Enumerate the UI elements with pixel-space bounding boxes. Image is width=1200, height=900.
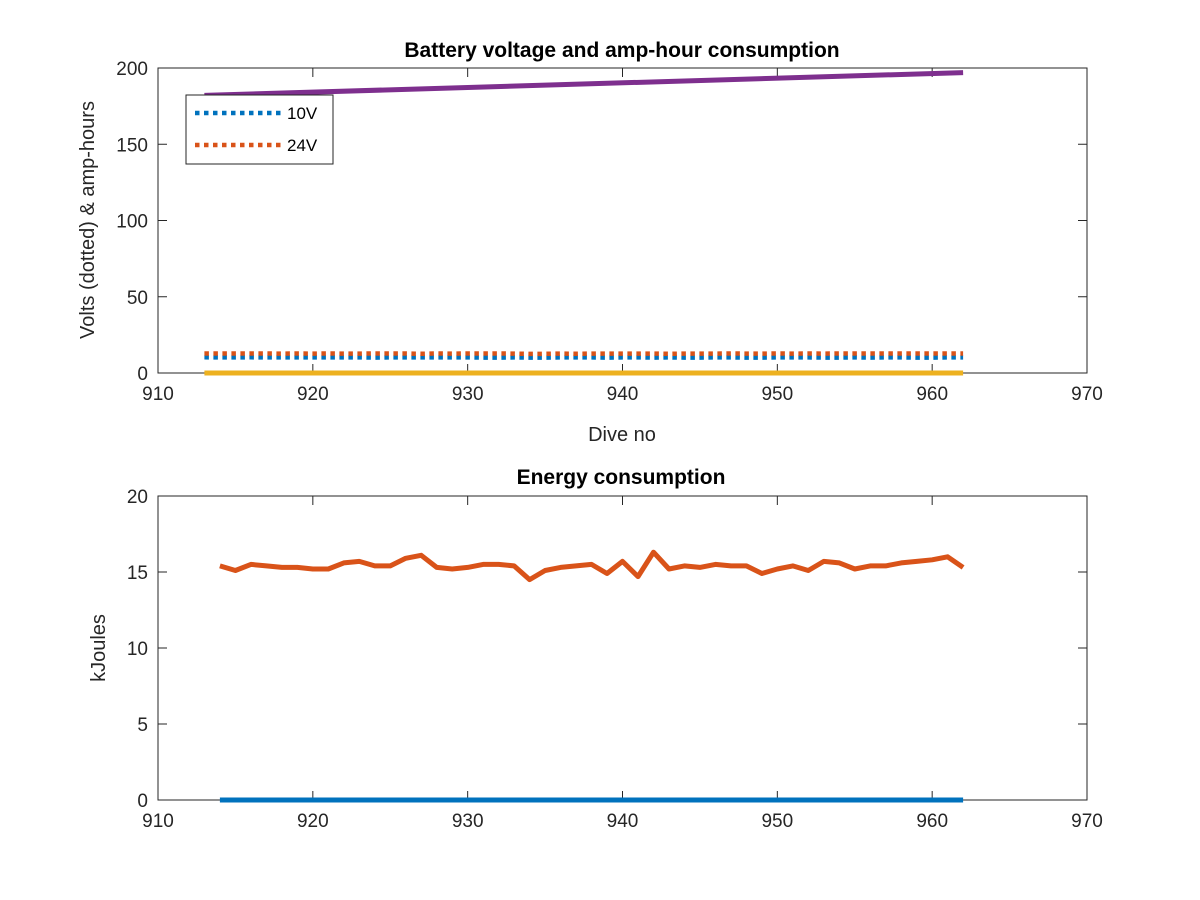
voltage-x-tick-label: 930	[452, 384, 484, 405]
energy-x-tick-label: 920	[297, 811, 329, 832]
voltage-chart: Battery voltage and amp-hour consumption…	[77, 39, 1103, 446]
energy-x-tick-label: 970	[1071, 811, 1103, 832]
energy-x-tick-label: 960	[916, 811, 948, 832]
energy-chart-title: Energy consumption	[517, 466, 726, 489]
voltage-y-tick-label: 50	[127, 288, 148, 309]
voltage-chart-title: Battery voltage and amp-hour consumption	[404, 39, 839, 62]
voltage-y-tick-label: 200	[116, 59, 148, 80]
voltage-y-tick-label: 150	[116, 135, 148, 156]
energy-ticks: 910 920 930 940 950 960 970 0 5 10 15 20	[127, 487, 1103, 832]
voltage-y-tick-label: 100	[116, 212, 148, 233]
energy-y-tick-label: 15	[127, 563, 148, 584]
voltage-x-axis-label: Dive no	[588, 424, 656, 446]
energy-x-tick-label: 930	[452, 811, 484, 832]
voltage-x-tick-label: 910	[142, 384, 174, 405]
energy-chart: Energy consumption kJoules 910 920 930 940 9…	[88, 466, 1103, 832]
voltage-series-layer	[204, 70, 964, 376]
legend-box	[185, 94, 334, 165]
voltage-x-tick-label: 920	[297, 384, 329, 405]
voltage-x-tick-label: 970	[1071, 384, 1103, 405]
energy-y-tick-label: 5	[137, 715, 148, 736]
voltage-x-tick-label: 960	[916, 384, 948, 405]
voltage-y-axis-label: Volts (dotted) & amp-hours	[77, 101, 99, 339]
energy-x-tick-label: 910	[142, 811, 174, 832]
energy-series-layer	[219, 549, 965, 803]
voltage-series-line-3	[204, 70, 964, 98]
voltage-y-tick-label: 0	[137, 364, 148, 385]
voltage-legend: 10V 24V	[185, 94, 334, 165]
energy-x-tick-label: 940	[607, 811, 639, 832]
energy-series-line-1	[219, 549, 965, 583]
energy-x-tick-label: 950	[761, 811, 793, 832]
legend-10v-label: 10V	[287, 104, 318, 123]
legend-24v-label: 24V	[287, 136, 318, 155]
energy-plot-area	[157, 495, 1088, 801]
energy-y-tick-label: 10	[127, 639, 148, 660]
energy-y-tick-label: 20	[127, 487, 148, 508]
energy-y-axis-label: kJoules	[88, 614, 110, 682]
voltage-x-tick-label: 940	[607, 384, 639, 405]
voltage-x-tick-label: 950	[761, 384, 793, 405]
energy-y-tick-label: 0	[137, 791, 148, 812]
